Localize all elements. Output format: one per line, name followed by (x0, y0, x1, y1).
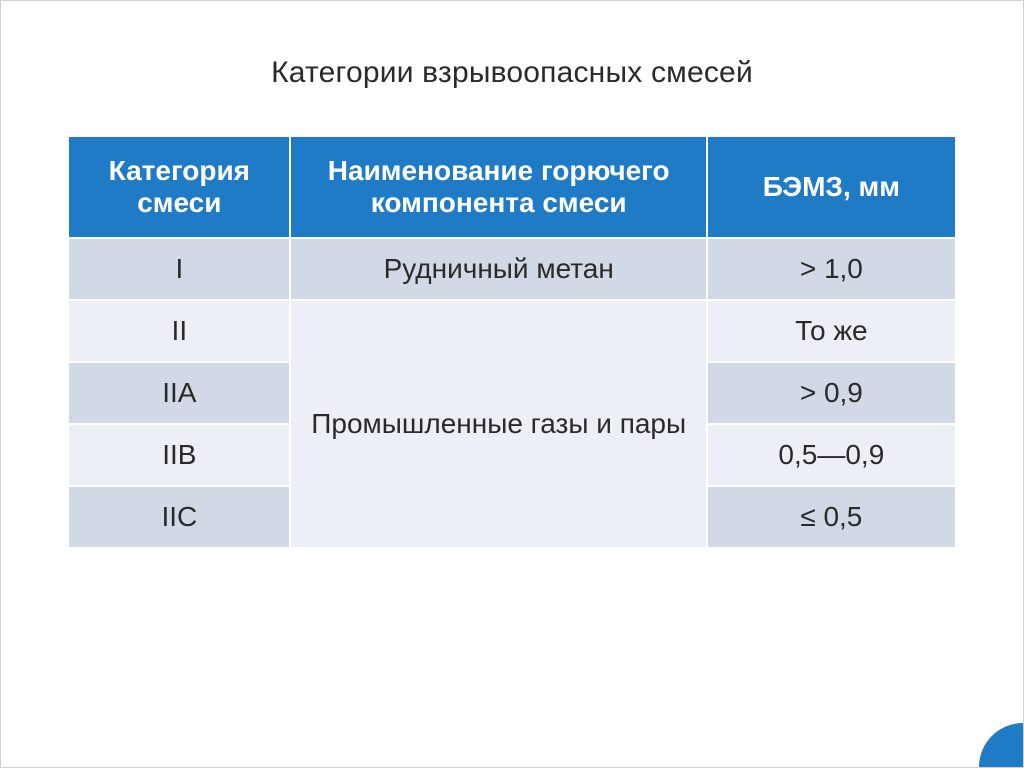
cell-component: Рудничный метан (290, 238, 707, 300)
slide: Категории взрывоопасных смесей Категория… (0, 0, 1024, 768)
header-row: Категория смеси Наименование горючего ко… (68, 136, 955, 238)
cell-bemz: ≤ 0,5 (707, 486, 955, 548)
cell-category: II (68, 300, 290, 362)
cell-bemz: То же (707, 300, 955, 362)
categories-table: Категория смеси Наименование горючего ко… (67, 135, 956, 549)
table-row: II Промышленные газы и пары То же (68, 300, 955, 362)
accent-corner (979, 723, 1023, 767)
cell-category: IIA (68, 362, 290, 424)
col-header-category: Категория смеси (68, 136, 290, 238)
cell-bemz: > 1,0 (707, 238, 955, 300)
slide-title: Категории взрывоопасных смесей (1, 56, 1023, 90)
col-header-component: Наименование горючего компонента смеси (290, 136, 707, 238)
cell-bemz: > 0,9 (707, 362, 955, 424)
cell-category: IIB (68, 424, 290, 486)
cell-component-merged: Промышленные газы и пары (290, 300, 707, 548)
cell-bemz: 0,5—0,9 (707, 424, 955, 486)
col-header-bemz: БЭМЗ, мм (707, 136, 955, 238)
table-row: I Рудничный метан > 1,0 (68, 238, 955, 300)
cell-category: IIC (68, 486, 290, 548)
cell-category: I (68, 238, 290, 300)
